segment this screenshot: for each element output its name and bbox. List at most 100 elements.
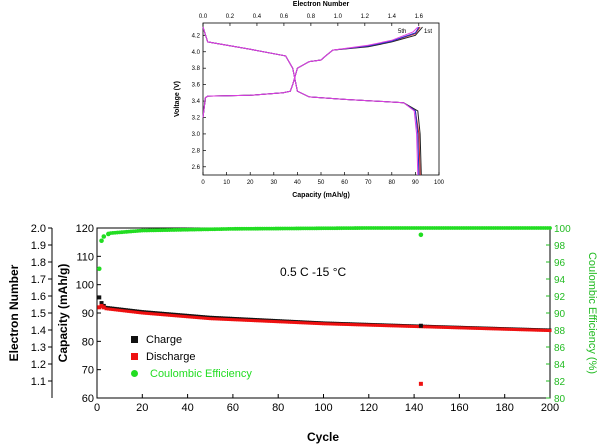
discharge-point (335, 322, 339, 326)
discharge-point (263, 319, 267, 323)
charge-point (97, 295, 102, 300)
discharge-point (401, 324, 405, 328)
electron-number-tick-label: 1.1 (31, 376, 46, 388)
capacity-y-tick-label: 80 (82, 336, 94, 348)
ce-tick-label: 84 (554, 360, 566, 371)
discharge-point (519, 328, 523, 332)
top-tick-label: 1.0 (334, 14, 343, 20)
discharge-point (460, 326, 464, 330)
discharge-point (249, 319, 253, 323)
discharge-point (414, 325, 418, 329)
discharge-point (177, 314, 181, 318)
discharge-point (469, 326, 473, 330)
ce-tick-label: 80 (554, 394, 566, 405)
discharge-point (190, 315, 194, 319)
voltage-y-ticks: 2.6 2.8 3.0 3.2 3.4 3.6 3.8 4.0 4.2 (192, 33, 206, 171)
discharge-point (543, 328, 547, 332)
discharge-point (211, 317, 215, 321)
capacity-y-tick-label: 110 (76, 251, 94, 263)
discharge-point (532, 328, 536, 332)
cycle-x-tick-label: 160 (450, 402, 468, 414)
discharge-point (362, 323, 366, 327)
discharge-point (186, 315, 190, 319)
discharge-point (455, 326, 459, 330)
discharge-point (432, 325, 436, 329)
ce-tick-label: 90 (554, 309, 566, 320)
discharge-point (317, 322, 321, 326)
ce-point (106, 231, 111, 237)
discharge-point (276, 320, 280, 324)
top-tick-label: 0.8 (307, 14, 316, 20)
discharge-point (215, 317, 219, 321)
discharge-point (333, 322, 337, 326)
top-tick-label: 1.6 (415, 14, 424, 20)
discharge-point (192, 315, 196, 319)
discharge-point (220, 317, 224, 321)
voltage-y-tick-label: 4.2 (192, 33, 201, 39)
voltage-x-tick-label: 60 (341, 180, 348, 186)
top-tick-label: 1.4 (388, 14, 397, 20)
discharge-point (509, 327, 513, 331)
cycle-x-tick-label: 40 (181, 402, 193, 414)
ce-tick-label: 82 (554, 377, 566, 388)
electron-number-tick-label: 1.8 (31, 257, 46, 269)
discharge-point (247, 318, 251, 322)
discharge-point (122, 309, 126, 313)
discharge-point (161, 313, 165, 317)
discharge-point (326, 322, 330, 326)
discharge-point (183, 315, 187, 319)
discharge-point (466, 326, 470, 330)
discharge-point (138, 311, 142, 315)
discharge-point (197, 316, 201, 320)
discharge-point (505, 327, 509, 331)
discharge-point (158, 313, 162, 317)
discharge-point (174, 314, 178, 318)
discharge-point (503, 327, 507, 331)
discharge-point (530, 328, 534, 332)
discharge-point (385, 324, 389, 328)
discharge-point (396, 324, 400, 328)
discharge-point (473, 326, 477, 330)
cycle-x-tick-label: 120 (360, 402, 378, 414)
discharge-point (165, 313, 169, 317)
discharge-point (448, 326, 452, 330)
ce-point (99, 238, 104, 244)
discharge-point (480, 327, 484, 331)
discharge-point (516, 328, 520, 332)
discharge-point (299, 321, 303, 325)
discharge-point (274, 320, 278, 324)
voltage-y-tick-label: 3.0 (192, 132, 201, 138)
electron-number-tick-label: 1.6 (31, 291, 46, 303)
charge-point (99, 301, 104, 306)
discharge-point (351, 323, 355, 327)
discharge-point (367, 323, 371, 327)
discharge-point (115, 308, 119, 312)
discharge-point (297, 321, 301, 325)
voltage-y-tick-label: 3.2 (192, 115, 201, 121)
ce-tick-label: 86 (554, 343, 566, 354)
discharge-point (512, 327, 516, 331)
discharge-point (392, 324, 396, 328)
discharge-point (242, 318, 246, 322)
legend-ce-label: Coulombic Efficiency (150, 368, 252, 380)
legend-discharge-marker (131, 353, 138, 360)
discharge-point (541, 328, 545, 332)
cycling-chart: 0 20 40 60 80 100 120 140 160 180 200 60 70 80 90 100 1… (7, 223, 598, 444)
cycle-x-ticks: 0 20 40 60 80 100 120 140 160 180 200 (94, 394, 559, 414)
ce-tick-label: 94 (554, 275, 566, 286)
discharge-point (408, 324, 412, 328)
discharge-point (127, 309, 131, 313)
discharge-point (244, 318, 248, 322)
discharge-point (213, 317, 217, 321)
cycle-x-axis-label: Cycle (307, 430, 339, 444)
discharge-point (374, 323, 378, 327)
discharge-point (487, 327, 491, 331)
discharge-point (154, 312, 158, 316)
discharge-point (399, 324, 403, 328)
discharge-point (478, 326, 482, 330)
discharge-point (106, 307, 110, 311)
discharge-point (521, 328, 525, 332)
discharge-point (97, 305, 102, 310)
discharge-point (229, 318, 233, 322)
